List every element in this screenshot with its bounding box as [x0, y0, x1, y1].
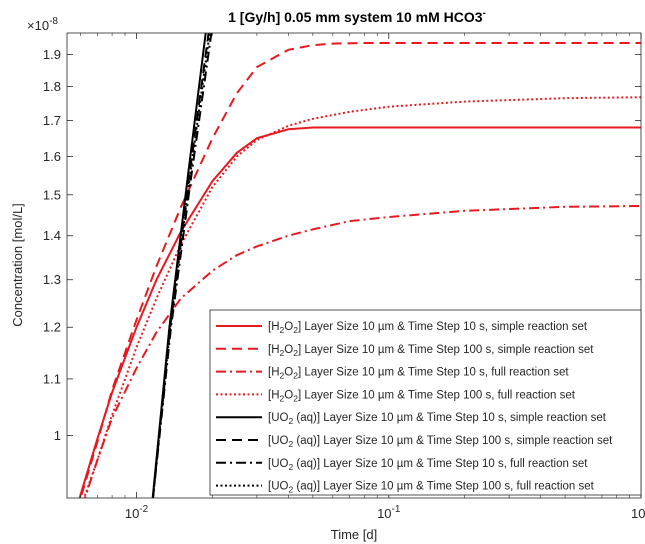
x-tick-label: 10-2 [125, 504, 149, 521]
legend-label-2: [H2O2] Layer Size 10 µm & Time Step 100 … [268, 344, 594, 358]
y-exponent-label: ×10-8 [27, 16, 58, 33]
series-layer [78, 33, 641, 498]
y-tick-label: 1 [54, 428, 61, 443]
legend-label-8: [UO2 (aq)] Layer Size 10 µm & Time Step … [268, 481, 595, 495]
series-line-4 [83, 96, 641, 498]
legend-label-6: [UO2 (aq)] Layer Size 10 µm & Time Step … [268, 435, 613, 449]
y-tick-label: 1.4 [43, 228, 61, 243]
legend-label-1: [H2O2] Layer Size 10 µm & Time Step 10 s… [268, 321, 588, 335]
x-tick-label: 100 [631, 504, 645, 521]
legend: [H2O2] Layer Size 10 µm & Time Step 10 s… [209, 309, 642, 496]
y-tick-label: 1.2 [43, 320, 61, 335]
y-axis-label: Concentration [mol/L] [10, 203, 25, 327]
series-line-3 [83, 205, 641, 498]
y-tick-label: 1.5 [43, 187, 61, 202]
series-line-8 [151, 33, 211, 498]
series-line-6 [151, 33, 210, 498]
y-tick-label: 1.9 [43, 47, 61, 62]
legend-label-5: [UO2 (aq)] Layer Size 10 µm & Time Step … [268, 412, 607, 426]
y-tick-label: 1.7 [43, 113, 61, 128]
y-tick-label: 1.1 [43, 371, 61, 386]
x-axis-label: Time [d] [331, 527, 377, 542]
series-line-2 [79, 42, 641, 498]
legend-label-7: [UO2 (aq)] Layer Size 10 µm & Time Step … [268, 458, 588, 472]
legend-label-3: [H2O2] Layer Size 10 µm & Time Step 10 s… [268, 367, 569, 381]
legend-box [209, 309, 642, 496]
ticks-layer: 10-2 10-1 100 1 1.1 1.2 1.3 1.4 1.5 1.6 1.7 1.8 1.9 [43, 33, 645, 521]
y-tick-label: 1.8 [43, 79, 61, 94]
plot-frame [66, 32, 642, 499]
x-tick-label: 10-1 [377, 504, 401, 521]
y-tick-label: 1.6 [43, 149, 61, 164]
y-tick-label: 1.3 [43, 272, 61, 287]
series-line-1 [78, 126, 641, 498]
chart-title: 1 [Gy/h] 0.05 mm system 10 mM HCO3- [228, 8, 486, 25]
legend-label-4: [H2O2] Layer Size 10 µm & Time Step 100 … [268, 389, 576, 403]
